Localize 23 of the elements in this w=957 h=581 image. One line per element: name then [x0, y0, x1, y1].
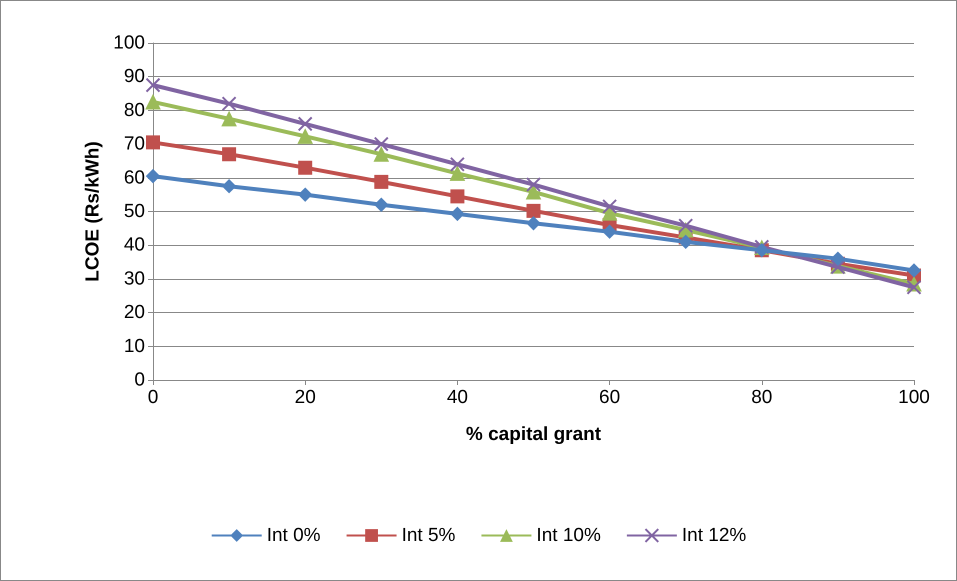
x-tick-label: 80: [751, 387, 772, 408]
legend-label: Int 5%: [402, 525, 456, 546]
x-tick-label: 0: [148, 387, 158, 408]
y-tick-label: 10: [124, 336, 145, 357]
legend-label: Int 0%: [266, 525, 321, 546]
x-axis-title: % capital grant: [466, 424, 602, 445]
y-tick-label: 0: [134, 370, 145, 390]
x-tick-label: 100: [898, 387, 930, 408]
x-tick-label: 60: [599, 387, 620, 408]
legend-label: Int 10%: [536, 525, 601, 546]
y-tick-label: 90: [124, 66, 145, 88]
x-tick-label: 20: [294, 387, 316, 408]
y-tick-label: 30: [124, 268, 145, 290]
y-tick-label: 20: [124, 302, 145, 324]
y-tick-label: 60: [124, 167, 145, 188]
y-tick-label: 70: [124, 134, 145, 155]
y-axis-title: LCOE (Rs/kWh): [82, 141, 104, 282]
y-tick-label: 80: [124, 100, 145, 121]
legend-label: Int 12%: [682, 525, 746, 546]
x-tick-label: 40: [446, 387, 468, 408]
y-tick-label: 100: [113, 32, 145, 54]
y-tick-label: 50: [124, 201, 145, 222]
y-tick-label: 40: [124, 234, 145, 256]
